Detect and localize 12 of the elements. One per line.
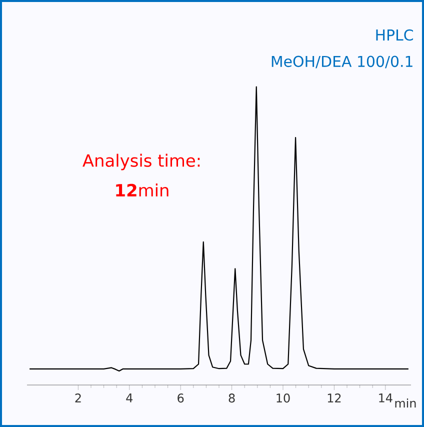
x-tick-label: 8 <box>228 394 235 403</box>
x-tick-label: 4 <box>126 394 133 402</box>
x-axis-title: min <box>395 398 416 408</box>
x-tick-label: 2 <box>75 394 81 402</box>
x-tick-label: 6 <box>178 394 184 403</box>
x-tick-label: 10 <box>276 394 290 403</box>
chart-title: HPLC <box>376 29 413 41</box>
x-tick-label: 14 <box>379 394 392 402</box>
x-tick-label: 12 <box>328 394 341 402</box>
annotation: 12min <box>116 184 168 196</box>
chart-subtitle: MeOH/DEA 100/0.1 <box>272 56 412 68</box>
annotation: Analysis time: <box>82 154 200 170</box>
